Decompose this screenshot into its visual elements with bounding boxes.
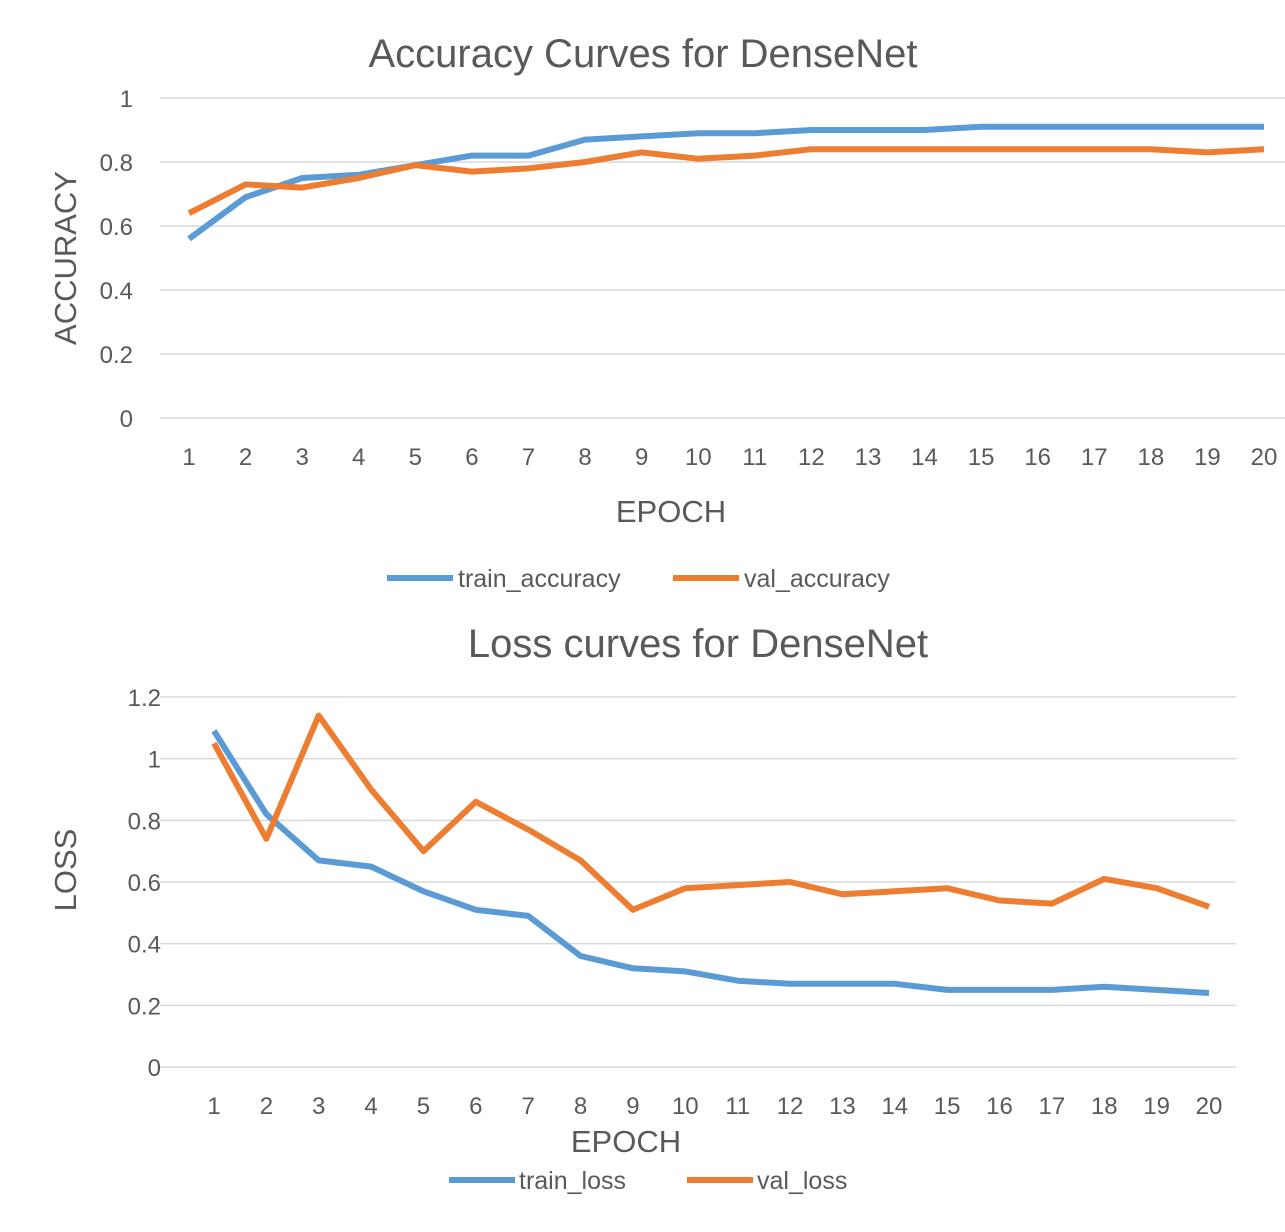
x-tick-label: 1 <box>182 444 195 471</box>
y-tick-label: 0.2 <box>128 993 161 1020</box>
legend-label-train-loss: train_loss <box>519 1167 626 1195</box>
x-tick-label: 9 <box>626 1093 639 1120</box>
x-tick-label: 8 <box>574 1093 587 1120</box>
chart-title: Loss curves for DenseNet <box>468 622 928 666</box>
accuracy-chart: Accuracy Curves for DenseNet ACCURACY EP… <box>48 32 1285 593</box>
x-tick-label: 11 <box>725 1093 750 1120</box>
series-line-train-accuracy <box>187 123 1264 242</box>
legend-label-val-accuracy: val_accuracy <box>744 565 890 593</box>
x-tick-label: 8 <box>578 444 591 471</box>
x-tick-labels: 1 2 3 4 5 6 7 8 9 10 11 12 13 14 15 16 17 18 19 20 <box>207 1093 1222 1120</box>
x-tick-label: 14 <box>911 444 938 471</box>
x-tick-label: 3 <box>312 1093 325 1120</box>
x-tick-label: 5 <box>409 444 422 471</box>
legend-label-train-accuracy: train_accuracy <box>458 565 621 593</box>
x-tick-label: 1 <box>207 1093 220 1120</box>
x-tick-label: 12 <box>798 444 825 471</box>
x-tick-label: 16 <box>1024 444 1051 471</box>
x-tick-label: 3 <box>295 444 308 471</box>
y-tick-label: 0.4 <box>100 278 133 305</box>
x-tick-label: 17 <box>1081 444 1108 471</box>
y-tick-labels: 0 0.2 0.4 0.6 0.8 1 1.2 <box>128 685 161 1082</box>
gridlines <box>160 696 1236 1068</box>
y-tick-label: 0.4 <box>128 932 161 959</box>
y-tick-label: 1 <box>120 86 133 113</box>
y-tick-label: 0 <box>148 1055 161 1082</box>
x-tick-label: 11 <box>742 444 767 471</box>
y-tick-label: 0 <box>120 406 133 433</box>
x-tick-label: 2 <box>239 444 252 471</box>
legend: train_loss val_loss <box>449 1167 847 1195</box>
x-tick-label: 12 <box>777 1093 804 1120</box>
series-line-train-loss <box>211 729 1210 996</box>
x-tick-label: 19 <box>1194 444 1221 471</box>
x-tick-label: 10 <box>672 1093 699 1120</box>
x-tick-label: 4 <box>352 444 365 471</box>
x-tick-label: 15 <box>934 1093 961 1120</box>
legend-label-val-loss: val_loss <box>757 1167 847 1195</box>
x-tick-label: 16 <box>986 1093 1013 1120</box>
x-tick-label: 14 <box>881 1093 908 1120</box>
y-axis-label: ACCURACY <box>48 171 83 345</box>
x-tick-label: 6 <box>465 444 478 471</box>
legend: train_accuracy val_accuracy <box>387 565 890 593</box>
x-tick-label: 20 <box>1196 1093 1223 1120</box>
x-axis-label: EPOCH <box>571 1124 681 1159</box>
x-tick-label: 4 <box>364 1093 377 1120</box>
x-tick-label: 10 <box>685 444 712 471</box>
x-tick-label: 6 <box>469 1093 482 1120</box>
x-tick-label: 19 <box>1143 1093 1170 1120</box>
y-tick-label: 0.6 <box>100 214 133 241</box>
series-lines <box>187 123 1265 242</box>
loss-chart: Loss curves for DenseNet LOSS EPOCH 0 0.2… <box>48 622 1236 1195</box>
y-tick-label: 0.8 <box>128 808 161 835</box>
x-tick-label: 15 <box>968 444 995 471</box>
x-tick-label: 9 <box>635 444 648 471</box>
x-tick-label: 5 <box>417 1093 430 1120</box>
x-tick-label: 17 <box>1039 1093 1066 1120</box>
y-tick-label: 0.8 <box>100 150 133 177</box>
x-tick-label: 7 <box>522 444 535 471</box>
series-line-val-loss <box>211 712 1210 913</box>
x-tick-labels: 1 2 3 4 5 6 7 8 9 10 11 12 13 14 15 16 17 18 19 20 <box>182 444 1277 471</box>
x-tick-label: 20 <box>1251 444 1278 471</box>
x-axis-label: EPOCH <box>616 494 726 529</box>
series-line-val-accuracy <box>187 146 1265 216</box>
y-tick-label: 1 <box>148 747 161 774</box>
x-tick-label: 18 <box>1137 444 1164 471</box>
series-lines <box>211 712 1210 996</box>
x-tick-label: 13 <box>829 1093 856 1120</box>
y-tick-labels: 0 0.2 0.4 0.6 0.8 1 <box>100 86 133 433</box>
y-axis-label: LOSS <box>48 829 83 912</box>
x-tick-label: 7 <box>522 1093 535 1120</box>
x-tick-label: 2 <box>260 1093 273 1120</box>
y-tick-label: 0.2 <box>100 342 133 369</box>
x-tick-label: 18 <box>1091 1093 1118 1120</box>
x-tick-label: 13 <box>855 444 882 471</box>
y-tick-label: 0.6 <box>128 870 161 897</box>
gridlines <box>160 97 1285 419</box>
chart-title: Accuracy Curves for DenseNet <box>368 32 917 76</box>
y-tick-label: 1.2 <box>128 685 161 712</box>
